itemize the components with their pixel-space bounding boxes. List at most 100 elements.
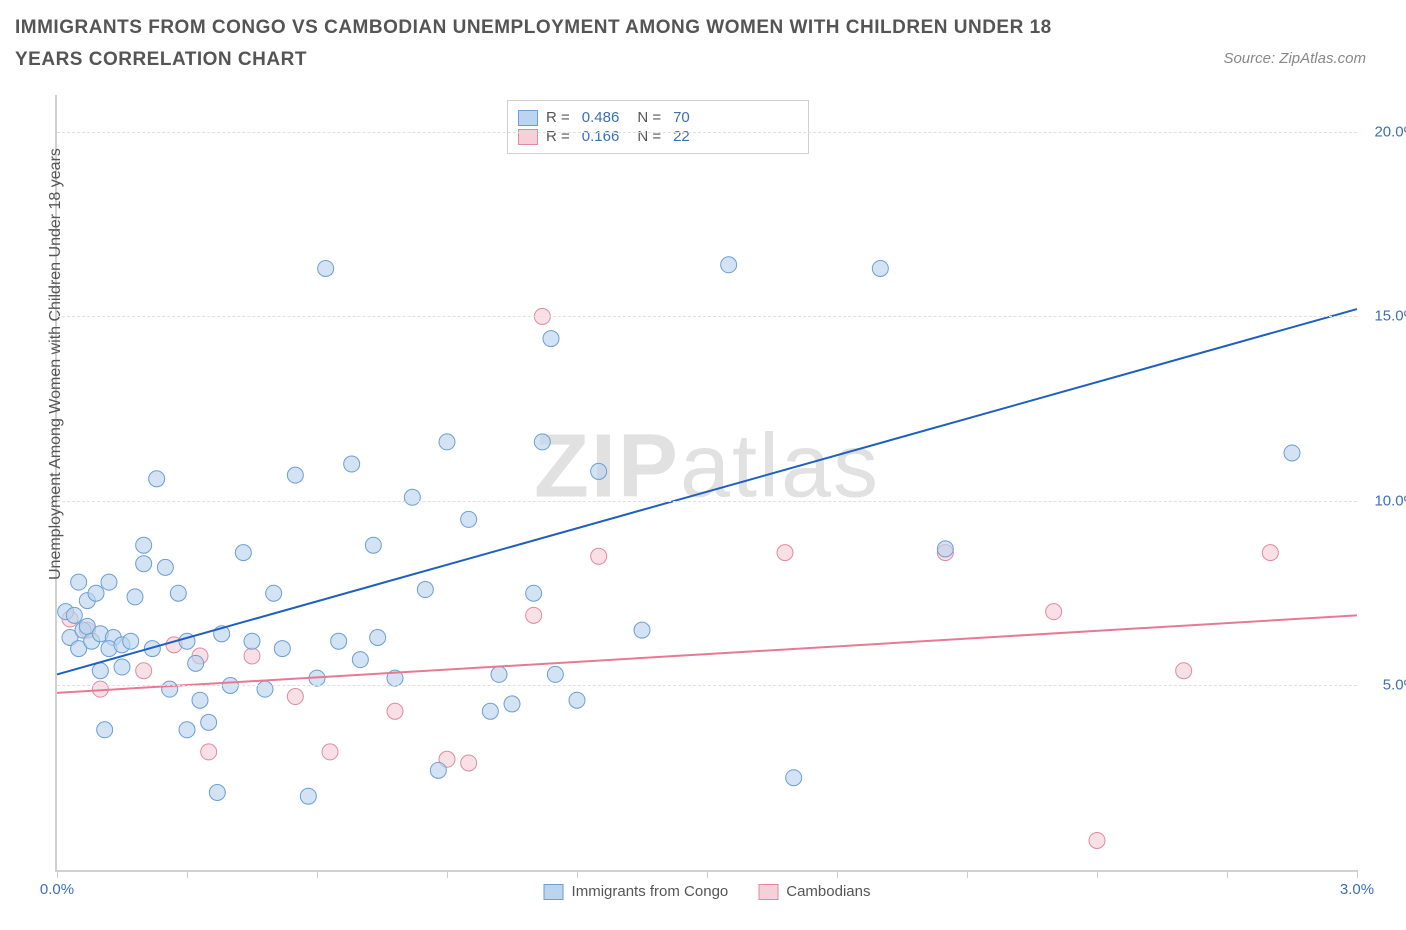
legend-item-b: Cambodians: [758, 883, 870, 900]
data-point: [491, 666, 507, 682]
x-tick: [317, 870, 318, 878]
legend-item-a: Immigrants from Congo: [544, 883, 729, 900]
legend-label: Immigrants from Congo: [572, 883, 729, 900]
data-point: [235, 545, 251, 561]
data-point: [157, 559, 173, 575]
gridline: [57, 501, 1357, 502]
data-point: [97, 722, 113, 738]
data-point: [461, 755, 477, 771]
legend-swatch-b: [758, 884, 778, 900]
data-point: [786, 770, 802, 786]
data-point: [101, 574, 117, 590]
data-point: [721, 257, 737, 273]
data-point: [569, 692, 585, 708]
gridline: [57, 316, 1357, 317]
x-tick: [1357, 870, 1358, 878]
data-point: [318, 260, 334, 276]
data-point: [461, 511, 477, 527]
y-tick-label: 10.0%: [1374, 492, 1406, 509]
data-point: [179, 722, 195, 738]
data-point: [92, 663, 108, 679]
data-point: [287, 467, 303, 483]
gridline: [57, 685, 1357, 686]
data-point: [149, 471, 165, 487]
data-point: [591, 548, 607, 564]
data-point: [482, 703, 498, 719]
data-point: [192, 692, 208, 708]
legend-series: Immigrants from Congo Cambodians: [544, 883, 871, 900]
x-tick: [187, 870, 188, 878]
data-point: [1262, 545, 1278, 561]
y-tick-label: 20.0%: [1374, 123, 1406, 140]
data-point: [430, 762, 446, 778]
data-point: [66, 607, 82, 623]
data-point: [127, 589, 143, 605]
data-point: [114, 659, 130, 675]
data-point: [777, 545, 793, 561]
source-label: Source: ZipAtlas.com: [1223, 50, 1366, 67]
data-point: [136, 663, 152, 679]
data-point: [526, 607, 542, 623]
gridline: [57, 132, 1357, 133]
data-point: [123, 633, 139, 649]
plot-svg: [57, 95, 1357, 870]
data-point: [88, 585, 104, 601]
data-point: [534, 434, 550, 450]
regression-line: [57, 309, 1357, 674]
x-tick: [1227, 870, 1228, 878]
data-point: [634, 622, 650, 638]
data-point: [365, 537, 381, 553]
data-point: [244, 648, 260, 664]
data-point: [209, 785, 225, 801]
data-point: [331, 633, 347, 649]
data-point: [417, 582, 433, 598]
data-point: [872, 260, 888, 276]
data-point: [1284, 445, 1300, 461]
data-point: [404, 489, 420, 505]
data-point: [1046, 604, 1062, 620]
data-point: [352, 652, 368, 668]
data-point: [170, 585, 186, 601]
legend-swatch-a: [544, 884, 564, 900]
data-point: [201, 744, 217, 760]
data-point: [300, 788, 316, 804]
data-point: [1089, 832, 1105, 848]
x-tick: [967, 870, 968, 878]
data-point: [591, 463, 607, 479]
x-tick: [707, 870, 708, 878]
y-tick-label: 5.0%: [1383, 677, 1406, 694]
data-point: [526, 585, 542, 601]
x-axis-label: 0.0%: [40, 881, 74, 898]
data-point: [274, 641, 290, 657]
data-point: [162, 681, 178, 697]
data-point: [188, 655, 204, 671]
data-point: [71, 574, 87, 590]
y-tick-label: 15.0%: [1374, 308, 1406, 325]
data-point: [1176, 663, 1192, 679]
data-point: [136, 537, 152, 553]
data-point: [266, 585, 282, 601]
chart-title: IMMIGRANTS FROM CONGO VS CAMBODIAN UNEMP…: [15, 12, 1115, 77]
data-point: [504, 696, 520, 712]
data-point: [322, 744, 338, 760]
data-point: [439, 434, 455, 450]
x-tick: [837, 870, 838, 878]
x-tick: [577, 870, 578, 878]
data-point: [344, 456, 360, 472]
x-axis-label: 3.0%: [1340, 881, 1374, 898]
data-point: [136, 556, 152, 572]
data-point: [287, 689, 303, 705]
data-point: [543, 331, 559, 347]
data-point: [547, 666, 563, 682]
plot-area: Unemployment Among Women with Children U…: [55, 95, 1357, 872]
legend-label: Cambodians: [786, 883, 870, 900]
data-point: [937, 541, 953, 557]
x-tick: [1097, 870, 1098, 878]
x-tick: [57, 870, 58, 878]
x-tick: [447, 870, 448, 878]
data-point: [201, 714, 217, 730]
data-point: [387, 703, 403, 719]
data-point: [370, 630, 386, 646]
data-point: [244, 633, 260, 649]
data-point: [257, 681, 273, 697]
